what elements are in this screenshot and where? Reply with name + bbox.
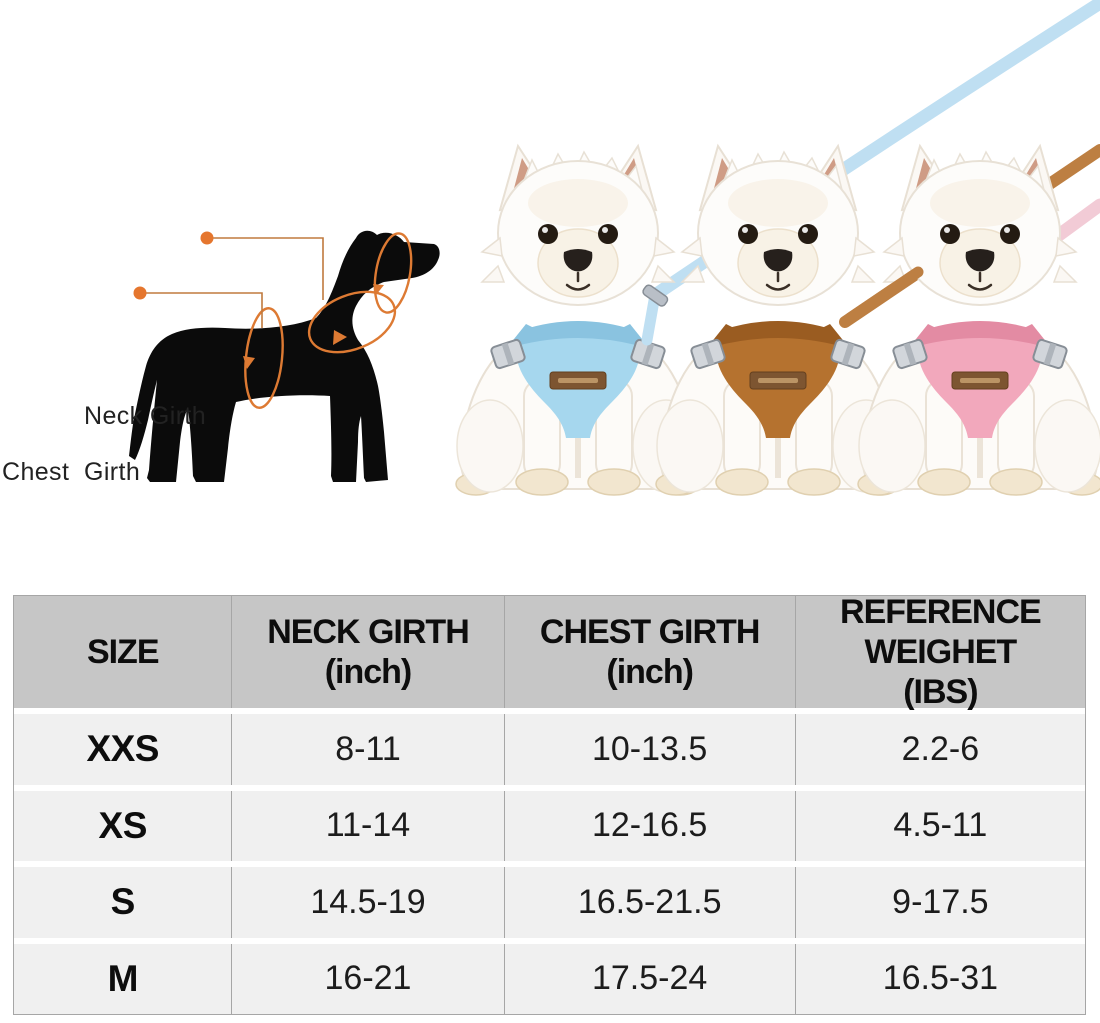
row-xs-size: XS [14, 790, 233, 861]
chest-girth-loop [244, 307, 284, 409]
arrowhead-neck [373, 284, 384, 295]
row-xs-chest: 12-16.5 [504, 790, 796, 861]
leash-blue-clasp [641, 284, 669, 346]
puppy-pink-harness [858, 146, 1100, 495]
neck-girth-loop-lower [307, 290, 397, 354]
header-chest-girth: CHEST GIRTH (inch) [504, 596, 796, 708]
chest-girth-label: Chest Girth [2, 458, 141, 486]
row-xxs-neck: 8-11 [232, 714, 505, 785]
measurement-diagram: Neck Girth Chest Girth [0, 180, 460, 515]
row-m-neck: 16-21 [232, 943, 505, 1014]
row-xxs-size: XXS [14, 714, 233, 785]
row-xxs-chest: 10-13.5 [504, 714, 796, 785]
row-s-weight: 9-17.5 [795, 867, 1085, 938]
row-s-neck: 14.5-19 [232, 867, 505, 938]
row-m-weight: 16.5-31 [795, 943, 1085, 1014]
chest-leader-dot [133, 286, 147, 300]
row-m-size: M [14, 943, 233, 1014]
puppies-svg [450, 0, 1100, 580]
dog-silhouette [129, 230, 440, 482]
product-photo [450, 0, 1100, 580]
neck-leader-dot [200, 231, 214, 245]
neck-girth-loop-upper [373, 232, 413, 314]
row-m-chest: 17.5-24 [504, 943, 796, 1014]
row-s-chest: 16.5-21.5 [504, 867, 796, 938]
row-s-size: S [14, 867, 233, 938]
leash-brown-attachment [844, 266, 924, 324]
header-neck-girth: NECK GIRTH (inch) [232, 596, 505, 708]
header-reference-weight: REFERENCE WEIGHET (IBS) [795, 593, 1085, 711]
neck-leader-line [213, 237, 324, 300]
row-xs-neck: 11-14 [232, 790, 505, 861]
row-xs-weight: 4.5-11 [795, 790, 1085, 861]
size-chart-table: SIZE NECK GIRTH (inch) CHEST GIRTH (inch… [13, 593, 1086, 1015]
arrowhead-chest [243, 356, 255, 369]
arrowhead-shoulder [333, 330, 347, 345]
row-xxs-weight: 2.2-6 [795, 714, 1085, 785]
chest-leader-line [146, 292, 263, 328]
header-size: SIZE [14, 596, 233, 708]
neck-girth-label: Neck Girth [84, 402, 207, 430]
dog-diagram-svg [129, 230, 440, 482]
